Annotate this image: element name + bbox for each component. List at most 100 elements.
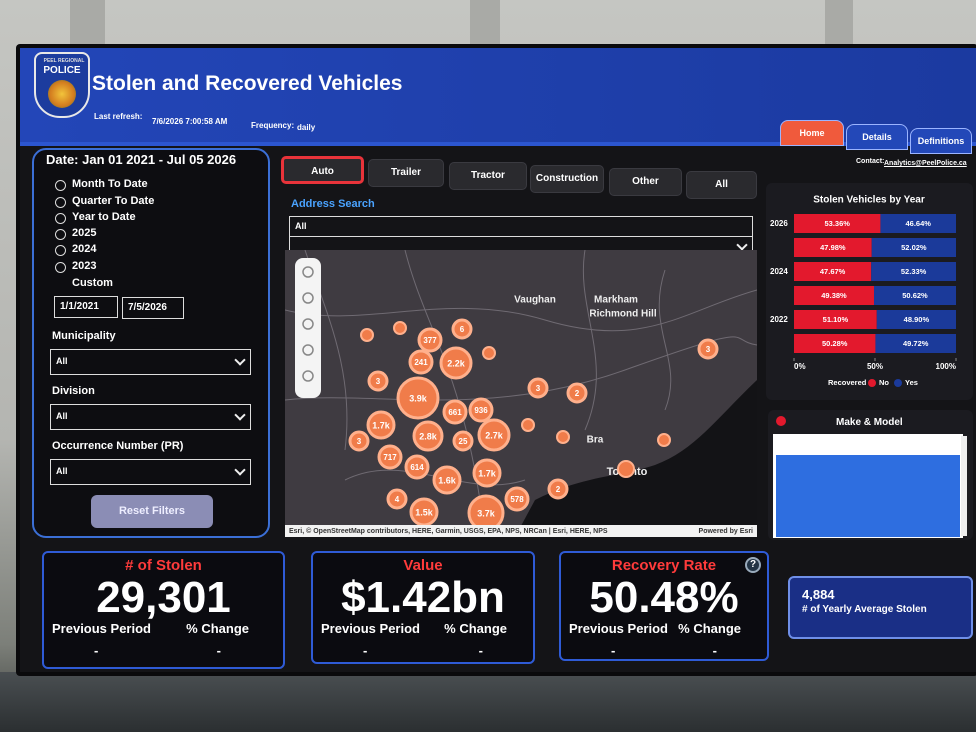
cluster-bubble xyxy=(393,321,407,335)
wall-pillar xyxy=(825,0,853,48)
header-bottom xyxy=(20,142,976,146)
cluster-label: 1.7k xyxy=(372,420,391,430)
vehicle-type-button[interactable]: Trailer xyxy=(368,159,444,187)
radio-button[interactable] xyxy=(55,213,66,224)
reset-button[interactable]: Reset Filters xyxy=(91,495,213,528)
address-search-value[interactable]: All xyxy=(295,221,307,231)
scrollbar xyxy=(961,436,967,536)
vehicle-type-button[interactable]: Auto xyxy=(281,156,364,184)
cluster-bubble xyxy=(439,346,473,380)
kpi-change-label: % Change xyxy=(186,621,249,636)
dropdown-arrow[interactable] xyxy=(234,409,246,421)
y-tick-label: 2024 xyxy=(770,267,788,276)
cluster-bubble xyxy=(468,397,494,423)
kpi-card: Recovery Rate 50.48% Previous Period % Chan… xyxy=(559,551,769,661)
value-label: 49.38% xyxy=(821,291,847,300)
nav-tab-label[interactable]: Definitions xyxy=(917,136,965,146)
radio-label[interactable]: 2025 xyxy=(72,227,97,239)
cluster-bubble xyxy=(396,376,440,420)
x-tick-label: 0% xyxy=(794,362,806,371)
place-label: Richmond Hill xyxy=(589,309,656,320)
map-tool-icon xyxy=(302,318,314,330)
radio-button[interactable] xyxy=(55,197,66,208)
radio-label[interactable]: 2024 xyxy=(72,243,97,255)
date-text[interactable]: 1/1/2021 xyxy=(60,301,99,312)
map-tool-icon xyxy=(302,370,314,382)
dropdown[interactable]: All xyxy=(50,349,251,375)
nav-tab[interactable]: Details xyxy=(846,124,908,150)
cluster-label: 6 xyxy=(460,325,465,334)
cluster-label: 241 xyxy=(414,358,428,367)
kpi-previous: - xyxy=(363,643,368,658)
vehicle-type-label[interactable]: Trailer xyxy=(390,167,422,178)
radio-button[interactable] xyxy=(55,262,66,273)
dropdown-value[interactable]: All xyxy=(56,466,68,476)
date-input[interactable]: 7/5/2026 xyxy=(122,297,184,319)
cluster-bubble xyxy=(504,486,530,512)
cluster-bubble xyxy=(442,399,468,425)
cluster-label: 1.5k xyxy=(415,507,434,517)
vehicle-type-label[interactable]: Tractor xyxy=(471,170,505,181)
vehicle-type-label[interactable]: Construction xyxy=(535,173,599,184)
chart-title: Stolen Vehicles by Year xyxy=(813,195,925,206)
title: Stolen and Recovered Vehicles xyxy=(92,72,403,95)
dropdown[interactable]: All xyxy=(50,459,251,485)
cluster-bubble xyxy=(556,430,570,444)
value-label: 51.10% xyxy=(823,315,849,324)
map-boundary xyxy=(285,336,757,401)
cluster-bubble xyxy=(451,318,473,340)
kpi-change-label: % Change xyxy=(444,621,507,636)
dropdown-value[interactable]: All xyxy=(56,411,68,421)
map-boundary xyxy=(285,289,757,332)
map-tool-icon xyxy=(302,266,314,278)
radio-label[interactable]: Year to Date xyxy=(72,211,136,223)
bar-segment xyxy=(876,310,956,329)
vehicle-type-button[interactable]: Tractor xyxy=(449,162,527,190)
kpi-change: - xyxy=(712,643,717,658)
help-icon-text[interactable]: ? xyxy=(749,559,757,570)
contact-label: Contact: xyxy=(856,158,885,165)
cluster-label: 3.7k xyxy=(477,508,496,518)
cluster-bubble xyxy=(527,377,549,399)
radio-button[interactable] xyxy=(55,229,66,240)
radio-label[interactable]: Month To Date xyxy=(72,178,148,190)
date-input[interactable]: 1/1/2021 xyxy=(54,296,118,318)
dropdown-arrow[interactable] xyxy=(736,239,748,251)
y-tick-label: 2022 xyxy=(770,315,788,324)
reset-label[interactable]: Reset Filters xyxy=(118,505,186,517)
value-label: 47.67% xyxy=(820,267,846,276)
map-boundary xyxy=(582,250,597,431)
cluster-label: 1.6k xyxy=(438,475,457,485)
dropdown[interactable]: All xyxy=(50,404,251,430)
cluster-bubble xyxy=(408,349,434,375)
dropdown-arrow[interactable] xyxy=(234,354,246,366)
help-icon[interactable]: ? xyxy=(745,557,761,573)
nav-tab-label[interactable]: Details xyxy=(862,132,892,142)
nav-tab-label[interactable]: Home xyxy=(799,128,825,138)
nav-tab[interactable]: Definitions xyxy=(910,128,972,154)
vehicle-type-label[interactable]: Auto xyxy=(311,166,334,177)
logo-text: POLICE xyxy=(43,65,81,76)
kpi-previous: - xyxy=(611,643,616,658)
legend-swatch xyxy=(894,379,902,387)
radio-label[interactable]: Quarter To Date xyxy=(72,195,155,207)
vehicle-type-label[interactable]: Other xyxy=(632,176,659,187)
vehicle-type-label[interactable]: All xyxy=(715,179,728,190)
vehicle-type-button[interactable]: All xyxy=(686,171,757,199)
value-label: 52.02% xyxy=(901,243,927,252)
dropdown-arrow[interactable] xyxy=(234,464,246,476)
info-icon xyxy=(776,416,786,426)
nav-tab[interactable]: Home xyxy=(780,120,844,146)
date-text[interactable]: 7/5/2026 xyxy=(128,302,167,313)
cluster-bubble xyxy=(482,346,496,360)
radio-label[interactable]: 2023 xyxy=(72,260,97,272)
cluster-bubble xyxy=(657,433,671,447)
vehicle-type-button[interactable]: Other xyxy=(609,168,682,196)
vehicle-type-button[interactable]: Construction xyxy=(530,165,604,193)
radio-button[interactable] xyxy=(55,180,66,191)
radio-button[interactable] xyxy=(55,245,66,256)
value-label: 52.33% xyxy=(901,267,927,276)
cluster-label: 3.9k xyxy=(409,393,428,403)
dropdown-value[interactable]: All xyxy=(56,356,68,366)
cluster-bubble xyxy=(521,418,535,432)
